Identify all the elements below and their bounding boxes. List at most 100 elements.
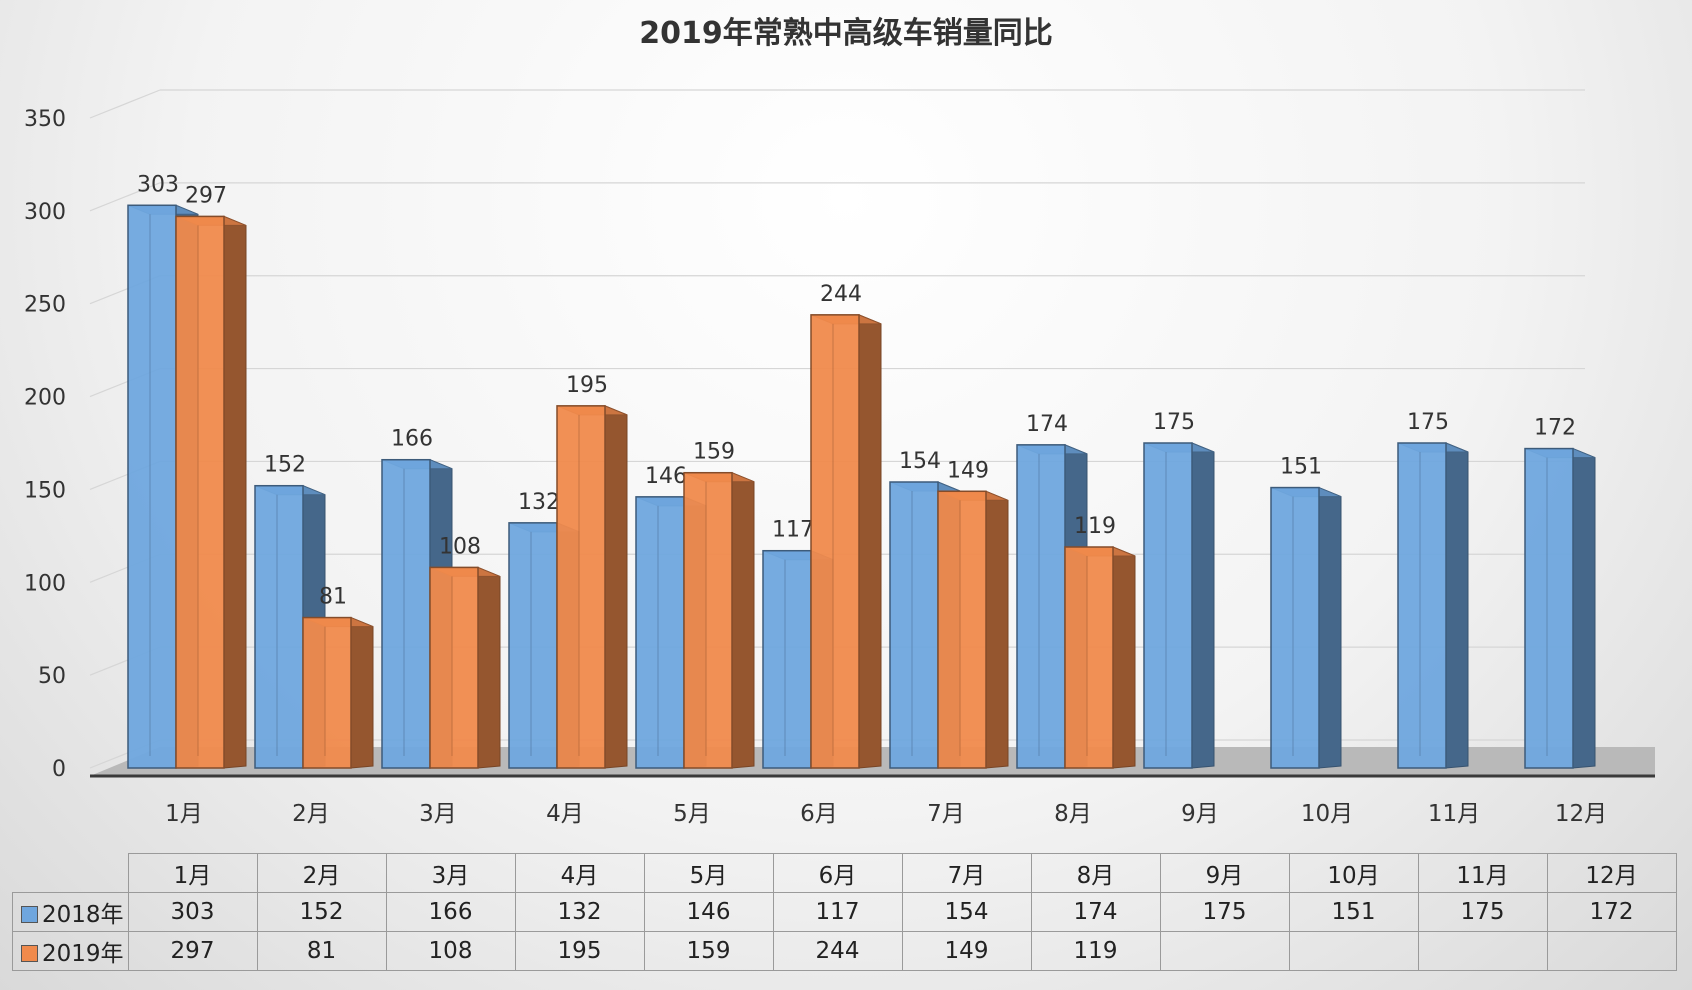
bar-2018年-2月 <box>254 484 304 769</box>
bar-side <box>1112 546 1136 769</box>
table-row-header: 2018年 <box>12 892 129 932</box>
legend-label: 2018年 <box>42 902 124 928</box>
table-cell: 172 <box>1546 892 1677 932</box>
y-tick-label: 200 <box>24 386 66 411</box>
table-header-cell: 12月 <box>1546 853 1677 893</box>
legend-label: 2019年 <box>42 941 124 967</box>
value-label: 146 <box>645 464 687 489</box>
table-cell <box>1159 931 1290 971</box>
table-cell <box>1417 931 1548 971</box>
y-tick-label: 250 <box>24 293 66 318</box>
value-label: 303 <box>137 172 179 197</box>
bar-2019年-4月 <box>556 405 606 769</box>
chart-plot: 0 50 100 150 200 250 300 350 303 297 1月 152 81 2月 166 1… <box>24 89 1655 827</box>
y-tick-label: 350 <box>24 107 66 132</box>
value-label: 175 <box>1407 410 1449 435</box>
value-label: 159 <box>693 440 735 465</box>
bar-side <box>731 471 755 769</box>
y-tick-label: 300 <box>24 200 66 225</box>
value-label: 132 <box>518 490 560 515</box>
x-tick-label: 1月 <box>165 801 203 827</box>
table-cell: 81 <box>256 931 387 971</box>
table-cell: 175 <box>1159 892 1290 932</box>
bar-2019年-8月 <box>1064 546 1114 769</box>
table-cell: 175 <box>1417 892 1548 932</box>
x-tick-label: 11月 <box>1428 801 1480 827</box>
bar-side <box>1191 442 1215 769</box>
table-header-cell: 8月 <box>1030 853 1161 893</box>
table-header-cell: 1月 <box>127 853 258 893</box>
chart-title: 2019年常熟中高级车销量同比 <box>639 16 1053 51</box>
y-tick-label: 50 <box>38 664 66 689</box>
bar-2019年-5月 <box>683 471 733 769</box>
y-tick-label: 150 <box>24 478 66 503</box>
table-cell: 132 <box>514 892 645 932</box>
x-tick-label: 6月 <box>800 801 838 827</box>
bar-2018年-7月 <box>889 481 939 769</box>
bar-side <box>350 616 374 769</box>
x-tick-label: 5月 <box>673 801 711 827</box>
bar-2018年-4月 <box>508 522 558 769</box>
table-cell: 119 <box>1030 931 1161 971</box>
bar-2018年-6月 <box>762 549 812 769</box>
table-header-cell: 2月 <box>256 853 387 893</box>
table-header-cell: 11月 <box>1417 853 1548 893</box>
bar-2018年-12月 <box>1524 447 1574 769</box>
table-cell: 303 <box>127 892 258 932</box>
table-corner <box>12 853 129 893</box>
table-cell: 166 <box>385 892 516 932</box>
table-cell: 108 <box>385 931 516 971</box>
value-label: 244 <box>820 282 862 307</box>
value-label: 149 <box>947 458 989 483</box>
table-cell: 149 <box>901 931 1032 971</box>
bar-side <box>223 215 247 769</box>
value-label: 166 <box>391 427 433 452</box>
table-cell: 146 <box>643 892 774 932</box>
x-tick-label: 12月 <box>1555 801 1607 827</box>
table-row: 2018年 303 152 166 132 146 117 154 174 175 151 175 17… <box>12 892 1677 932</box>
bar-side <box>1572 447 1596 769</box>
gridline-diagonal <box>89 182 161 212</box>
table-cell: 117 <box>772 892 903 932</box>
value-label: 117 <box>772 518 814 543</box>
table-header-cell: 3月 <box>385 853 516 893</box>
bar-side <box>477 566 501 769</box>
bar-2019年-7月 <box>937 490 987 769</box>
y-tick-label: 100 <box>24 571 66 596</box>
x-tick-label: 3月 <box>419 801 457 827</box>
bar-2019年-6月 <box>810 314 860 769</box>
bar-side <box>1445 442 1469 769</box>
data-table: 1月 2月 3月 4月 5月 6月 7月 8月 9月 10月 11月 12月 2018年 303 152 16… <box>12 853 1677 971</box>
table-row-header: 2019年 <box>12 931 129 971</box>
table-cell: 152 <box>256 892 387 932</box>
table-row: 2019年 297 81 108 195 159 244 149 119 <box>12 931 1677 971</box>
bar-2018年-10月 <box>1270 486 1320 769</box>
value-label: 154 <box>899 449 941 474</box>
table-header-cell: 6月 <box>772 853 903 893</box>
gridline-diagonal <box>89 89 161 119</box>
bar-2018年-8月 <box>1016 444 1066 769</box>
bar-2019年-3月 <box>429 566 479 769</box>
table-cell: 159 <box>643 931 774 971</box>
table-header-cell: 10月 <box>1288 853 1419 893</box>
bar-side <box>985 490 1009 769</box>
x-tick-label: 10月 <box>1301 801 1353 827</box>
bar-side <box>1318 486 1342 769</box>
bar-2018年-1月 <box>127 204 177 769</box>
table-cell: 297 <box>127 931 258 971</box>
table-header-row: 1月 2月 3月 4月 5月 6月 7月 8月 9月 10月 11月 12月 <box>12 853 1677 893</box>
table-cell: 154 <box>901 892 1032 932</box>
table-cell: 151 <box>1288 892 1419 932</box>
legend-swatch <box>21 906 38 923</box>
value-label: 81 <box>319 585 347 610</box>
table-cell <box>1288 931 1419 971</box>
value-label: 151 <box>1280 455 1322 480</box>
value-label: 119 <box>1074 514 1116 539</box>
value-label: 172 <box>1534 416 1576 441</box>
value-label: 195 <box>566 373 608 398</box>
y-tick-label: 0 <box>52 757 66 782</box>
x-tick-label: 9月 <box>1181 801 1219 827</box>
table-header-cell: 4月 <box>514 853 645 893</box>
bar-2019年-2月 <box>302 616 352 769</box>
x-tick-label: 2月 <box>292 801 330 827</box>
